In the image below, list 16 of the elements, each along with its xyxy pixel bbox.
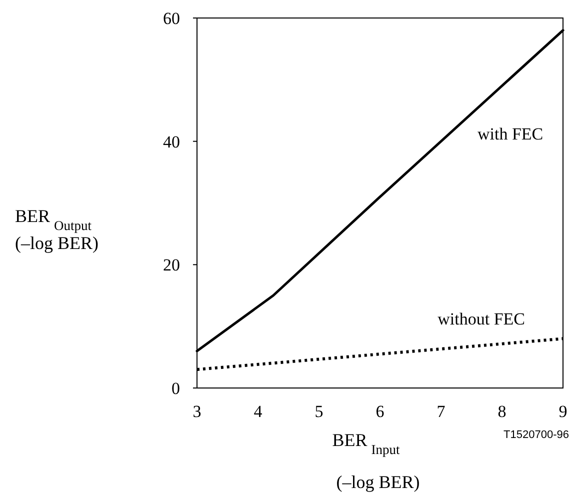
x-tick-label: 8 <box>498 402 506 421</box>
x-tick-label: 6 <box>376 402 384 421</box>
x-tick-label: 3 <box>192 402 202 421</box>
x-axis-title: BER$_{Input}$ (–log BER) <box>332 430 420 492</box>
y-tick-label: 20 <box>163 256 180 275</box>
y-tick-label: 60 <box>163 9 180 28</box>
y-axis-title: BER$_{Output}$ (–log BER) <box>15 206 98 253</box>
y-tick-label: 0 <box>172 379 180 398</box>
x-tick-label: 7 <box>436 402 446 421</box>
y-tick-label: 40 <box>163 132 180 152</box>
x-tick-label: 5 <box>314 402 324 421</box>
text: T1520700-96 <box>504 429 569 441</box>
series-label: without FEC <box>438 310 525 329</box>
x-tick-label: 9 <box>558 402 568 421</box>
series-label: with FEC <box>478 124 544 144</box>
x-tick-label: 4 <box>254 402 263 421</box>
